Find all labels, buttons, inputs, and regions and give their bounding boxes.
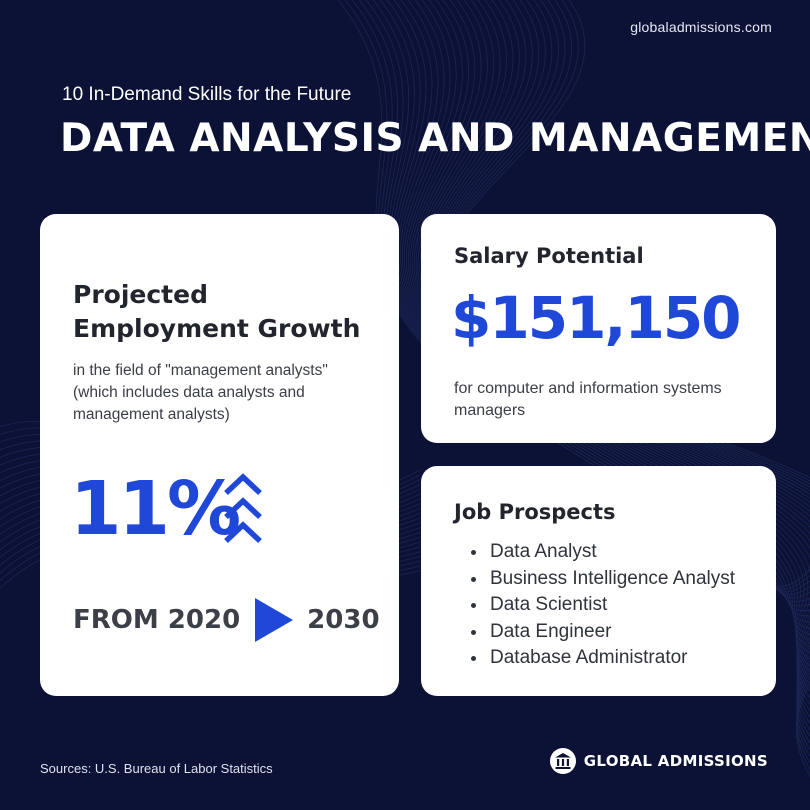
list-item: Data Scientist xyxy=(488,592,735,619)
employment-growth-card: Projected Employment Growth in the field… xyxy=(40,214,399,696)
growth-period: FROM 2020 2030 xyxy=(73,598,380,642)
institution-icon xyxy=(549,748,576,774)
brand-logo[interactable]: GLOBAL ADMISSIONS xyxy=(549,748,768,774)
sources-note: Sources: U.S. Bureau of Labor Statistics xyxy=(40,761,273,776)
triple-chevron-up-icon xyxy=(224,473,262,544)
brand-name: GLOBAL ADMISSIONS xyxy=(583,752,768,770)
period-end: 2030 xyxy=(307,605,380,635)
series-subtitle: 10 In-Demand Skills for the Future xyxy=(62,84,352,105)
page-title: DATA ANALYSIS AND MANAGEMENT xyxy=(60,116,810,161)
play-arrow-icon xyxy=(255,598,294,642)
growth-description: in the field of "management analysts" (w… xyxy=(73,362,328,423)
list-item: Data Analyst xyxy=(488,539,735,566)
period-start: FROM 2020 xyxy=(73,605,241,635)
site-url[interactable]: globaladmissions.com xyxy=(630,19,772,35)
job-prospects-card: Job Prospects Data Analyst Business Inte… xyxy=(421,466,776,696)
list-item: Database Administrator xyxy=(488,645,735,672)
list-item: Data Engineer xyxy=(488,619,735,646)
growth-heading: Projected Employment Growth xyxy=(73,280,361,343)
jobs-title: Job Prospects xyxy=(454,500,616,524)
salary-value: $151,150 xyxy=(451,284,742,352)
salary-description: for computer and information systems man… xyxy=(454,380,722,419)
job-list: Data Analyst Business Intelligence Analy… xyxy=(488,539,735,672)
salary-title: Salary Potential xyxy=(454,244,644,268)
growth-percentage: 11% xyxy=(70,466,241,552)
salary-potential-card: Salary Potential $151,150 for computer a… xyxy=(421,214,776,443)
list-item: Business Intelligence Analyst xyxy=(488,566,735,593)
